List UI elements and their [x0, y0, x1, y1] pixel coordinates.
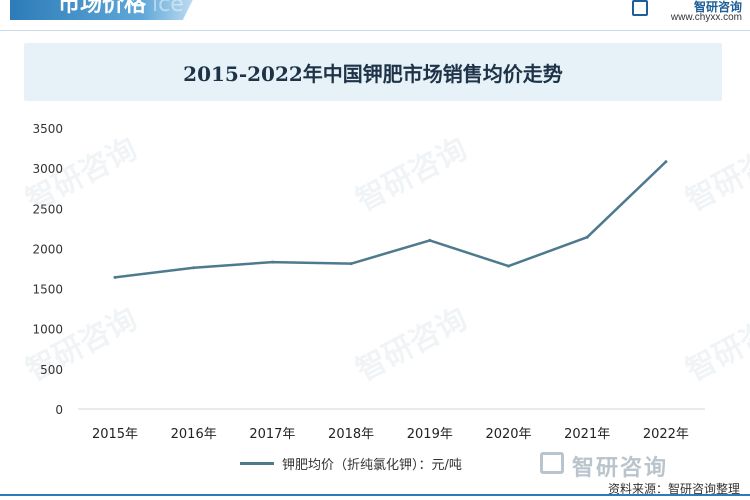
x-tick-label: 2021年 [564, 427, 610, 442]
y-tick-label: 500 [40, 363, 63, 377]
x-tick-label: 2018年 [328, 427, 374, 442]
data-point [192, 266, 196, 270]
source-note: 资料来源：智研咨询整理 [607, 482, 740, 496]
y-tick-label: 0 [55, 403, 63, 417]
legend-label: 钾肥均价（折纯氯化钾）：元/吨 [282, 458, 462, 473]
legend-swatch [240, 462, 274, 465]
data-point [507, 264, 510, 268]
y-tick-label: 3000 [32, 162, 63, 176]
top-band: 市场价格 ice 智研咨询 www.chyxx.com [0, 0, 750, 28]
data-point [664, 160, 668, 164]
y-tick-label: 2000 [32, 242, 63, 256]
footer-brand-name: 智研咨询 [572, 456, 669, 481]
x-tick-label: 2020年 [485, 427, 531, 442]
header-logo: 智研咨询 www.chyxx.com [632, 0, 742, 26]
header-divider [0, 30, 750, 31]
y-tick-label: 1500 [32, 283, 63, 297]
x-tick-label: 2017年 [249, 427, 295, 442]
y-tick-label: 1000 [32, 323, 63, 337]
x-tick-label: 2016年 [171, 427, 217, 442]
footer-divider [0, 494, 750, 496]
section-title: 市场价格 ice [10, 0, 198, 20]
x-tick-label: 2015年 [92, 427, 138, 442]
section-title-text: 市场价格 [58, 0, 147, 17]
x-tick-label: 2022年 [643, 427, 689, 442]
data-point [113, 275, 117, 279]
footer-brand: 智研咨询 [540, 450, 740, 481]
data-point [349, 262, 353, 266]
data-point [270, 260, 274, 264]
chart-title-band: 2015-2022年中国钾肥市场销售均价走势 [24, 43, 722, 101]
data-point [428, 238, 432, 242]
y-tick-label: 3500 [32, 122, 63, 136]
y-tick-label: 2500 [32, 202, 63, 216]
x-tick-label: 2019年 [407, 427, 453, 442]
logo-url: www.chyxx.com [670, 12, 742, 23]
series-line [113, 160, 668, 279]
data-point [585, 235, 589, 239]
brand-logo-icon [632, 0, 648, 16]
chart-title: 2015-2022年中国钾肥市场销售均价走势 [183, 62, 563, 86]
logo-name: 智研咨询 [693, 0, 742, 14]
brand-logo-icon [540, 452, 564, 474]
section-title-ghost: ice [152, 0, 184, 17]
